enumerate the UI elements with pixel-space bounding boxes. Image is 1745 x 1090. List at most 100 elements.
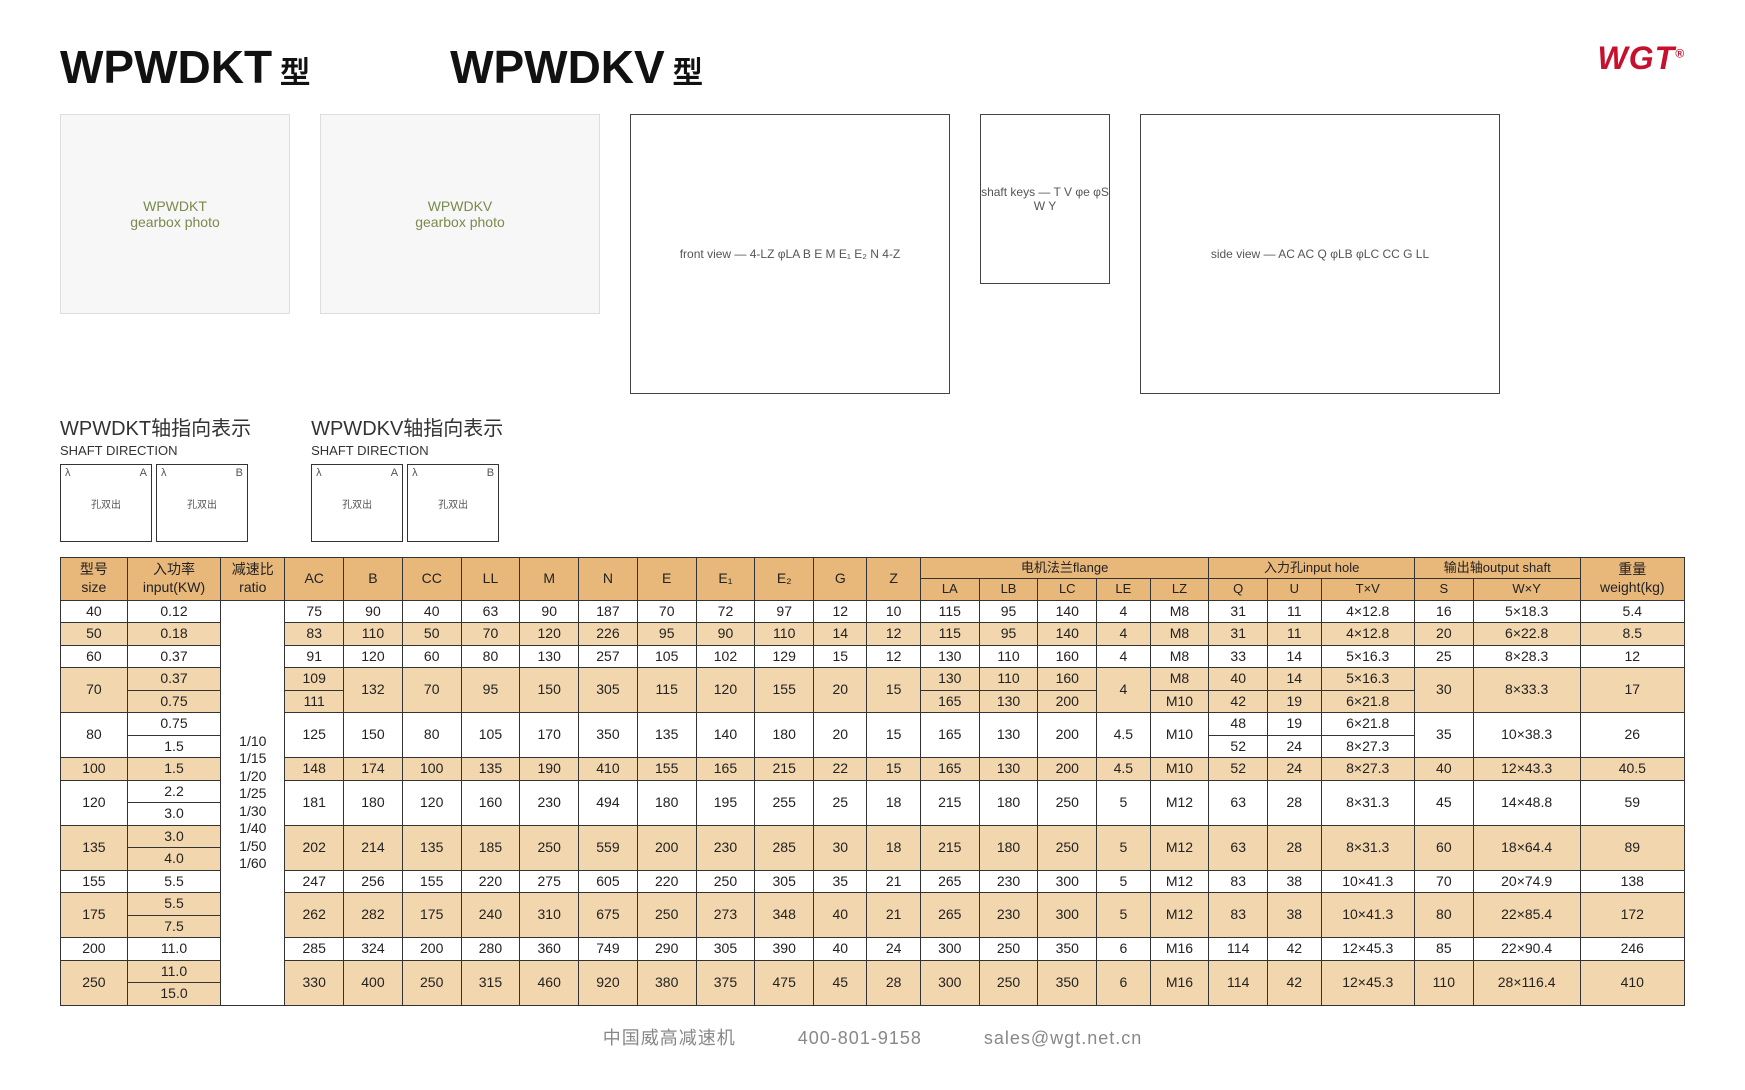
table-cell: 155 xyxy=(61,870,128,893)
table-cell: 59 xyxy=(1580,780,1684,825)
table-row: 600.379112060801302571051021291512130110… xyxy=(61,645,1685,668)
table-cell: 40 xyxy=(814,893,867,938)
th-weight: 重量weight(kg) xyxy=(1580,558,1684,601)
table-cell: 21 xyxy=(867,893,920,938)
th-size: 型号size xyxy=(61,558,128,601)
table-cell: 195 xyxy=(696,780,755,825)
table-cell: 11.0 xyxy=(127,938,220,961)
table-cell: 14 xyxy=(1268,645,1321,668)
th-z: Z xyxy=(867,558,920,601)
product-photo-1: WPWDKTgearbox photo xyxy=(60,114,290,314)
table-cell: 200 xyxy=(61,938,128,961)
shaft-sub-1: SHAFT DIRECTION xyxy=(60,443,251,458)
table-cell: 200 xyxy=(1038,713,1097,758)
table-cell: 324 xyxy=(344,938,403,961)
table-cell: 410 xyxy=(1580,960,1684,1005)
table-cell: 348 xyxy=(755,893,814,938)
table-cell: 8×27.3 xyxy=(1321,758,1414,781)
table-cell: 100 xyxy=(61,758,128,781)
table-cell: 246 xyxy=(1580,938,1684,961)
table-cell: 5 xyxy=(1097,825,1150,870)
table-cell: 4.5 xyxy=(1097,758,1150,781)
table-cell: 315 xyxy=(461,960,520,1005)
table-cell: 10×41.3 xyxy=(1321,893,1414,938)
table-cell: 83 xyxy=(1209,893,1268,938)
table-cell: 190 xyxy=(520,758,579,781)
table-cell: 200 xyxy=(1038,690,1097,713)
engineering-diagram-side: side view — AC AC Q φLB φLC CC G LL xyxy=(1140,114,1500,394)
table-cell: 675 xyxy=(579,893,638,938)
table-cell: 4×12.8 xyxy=(1321,623,1414,646)
title-2-text: WPWDKV xyxy=(450,40,665,94)
table-cell: 262 xyxy=(285,893,344,938)
th-size-en: size xyxy=(81,579,106,595)
table-cell: 28×116.4 xyxy=(1473,960,1580,1005)
table-cell: 175 xyxy=(402,893,461,938)
shaft-block-2: WPWDKV轴指向表示 SHAFT DIRECTION λA孔双出 λB孔双出 xyxy=(311,412,503,542)
table-cell: 138 xyxy=(1580,870,1684,893)
table-cell: 8×28.3 xyxy=(1473,645,1580,668)
table-cell: 125 xyxy=(285,713,344,758)
table-cell: 150 xyxy=(344,713,403,758)
table-cell: 8×31.3 xyxy=(1321,825,1414,870)
table-cell: 215 xyxy=(920,825,979,870)
table-cell: 280 xyxy=(461,938,520,961)
table-cell: 105 xyxy=(461,713,520,758)
table-cell: 3.0 xyxy=(127,803,220,826)
th-e2: E₂ xyxy=(755,558,814,601)
table-cell: 185 xyxy=(461,825,520,870)
table-cell: 115 xyxy=(920,623,979,646)
table-cell: 310 xyxy=(520,893,579,938)
table-cell: 187 xyxy=(579,600,638,623)
th-g: G xyxy=(814,558,867,601)
a-mark: A xyxy=(140,467,147,479)
table-cell: 28 xyxy=(1268,780,1321,825)
table-cell: 200 xyxy=(1038,758,1097,781)
table-cell: 6×21.8 xyxy=(1321,690,1414,713)
table-cell: 95 xyxy=(637,623,696,646)
table-cell: 115 xyxy=(637,668,696,713)
title-1-text: WPWDKT xyxy=(60,40,272,94)
diagram-3-label: side view — AC AC Q φLB φLC CC G LL xyxy=(1211,247,1429,261)
table-cell: 5.5 xyxy=(127,870,220,893)
th-lb: LB xyxy=(979,579,1038,600)
table-cell: 12×45.3 xyxy=(1321,938,1414,961)
table-cell: 130 xyxy=(520,645,579,668)
table-cell: 360 xyxy=(520,938,579,961)
table-cell: 80 xyxy=(1414,893,1473,938)
table-cell: 80 xyxy=(461,645,520,668)
table-cell: 120 xyxy=(696,668,755,713)
table-cell: 14 xyxy=(814,623,867,646)
table-cell: 285 xyxy=(285,938,344,961)
table-cell: 19 xyxy=(1268,713,1321,736)
table-cell: 130 xyxy=(920,668,979,691)
th-input-cn: 入功率 xyxy=(153,561,195,577)
table-cell: 215 xyxy=(920,780,979,825)
table-cell: 42 xyxy=(1268,960,1321,1005)
th-q: Q xyxy=(1209,579,1268,600)
table-cell: 150 xyxy=(520,668,579,713)
table-cell: 174 xyxy=(344,758,403,781)
table-row: 700.371091327095150305115120155201513011… xyxy=(61,668,1685,691)
shaft-diagram-1a: λA孔双出 xyxy=(60,464,152,542)
table-cell: 31 xyxy=(1209,600,1268,623)
table-row: 1202.21811801201602304941801952552518215… xyxy=(61,780,1685,803)
table-cell: 10 xyxy=(867,600,920,623)
table-cell: 50 xyxy=(402,623,461,646)
table-cell: 70 xyxy=(637,600,696,623)
th-la: LA xyxy=(920,579,979,600)
table-cell: 250 xyxy=(61,960,128,1005)
th-lc: LC xyxy=(1038,579,1097,600)
table-cell: 3.0 xyxy=(127,825,220,848)
th-e: E xyxy=(637,558,696,601)
th-cc: CC xyxy=(402,558,461,601)
table-cell: 12×43.3 xyxy=(1473,758,1580,781)
table-cell: 135 xyxy=(637,713,696,758)
table-cell: 31 xyxy=(1209,623,1268,646)
table-cell: 180 xyxy=(755,713,814,758)
table-cell: 140 xyxy=(1038,623,1097,646)
table-cell: 140 xyxy=(1038,600,1097,623)
table-cell: 215 xyxy=(755,758,814,781)
table-cell: 70 xyxy=(402,668,461,713)
table-cell: 155 xyxy=(637,758,696,781)
